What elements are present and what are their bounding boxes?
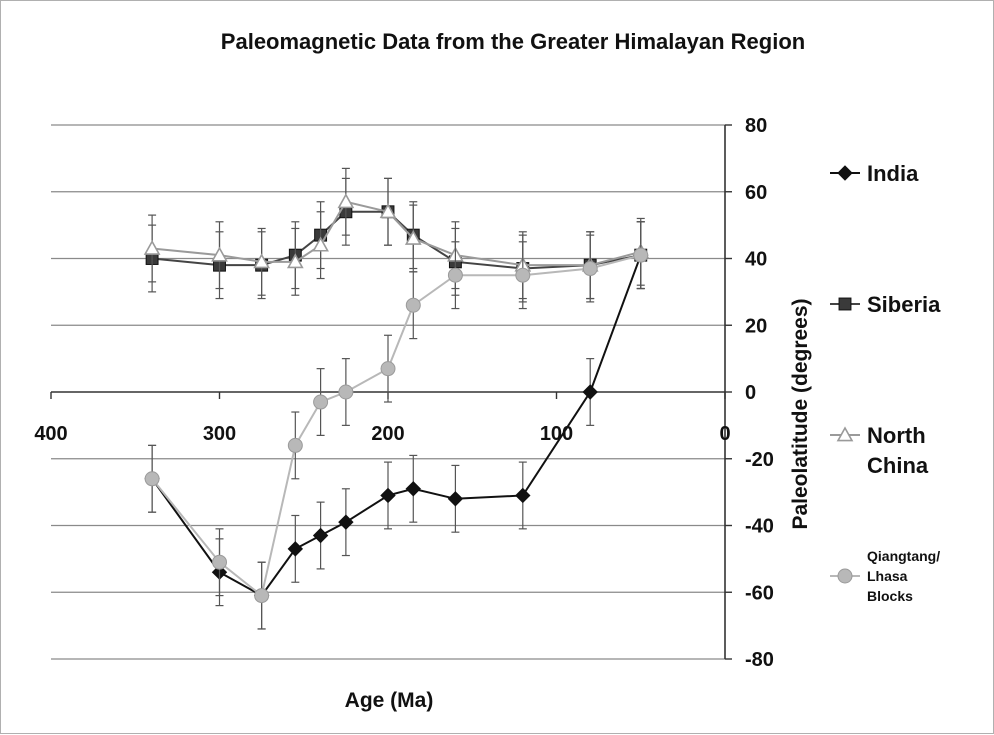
y-tick-label: 40 (745, 249, 767, 271)
legend-label: India (867, 161, 919, 186)
data-point (380, 487, 396, 504)
x-axis-label: Age (Ma) (345, 689, 434, 712)
y-tick-label: -20 (745, 449, 774, 471)
legend-entry: North China (830, 423, 929, 478)
data-point (582, 261, 598, 277)
data-point (515, 267, 531, 283)
data-point (515, 487, 531, 504)
series-line (152, 200, 642, 267)
legend-label: Qiangtang/ (867, 548, 940, 564)
legend-label: Siberia (867, 292, 941, 317)
data-point (338, 514, 354, 530)
x-tick-label: 300 (203, 423, 236, 445)
data-point (404, 229, 422, 245)
chart-title: Paleomagnetic Data from the Greater Hima… (221, 29, 805, 54)
data-point (312, 527, 329, 544)
data-point (313, 394, 329, 410)
series-qiangtang-lhasa-blocks (144, 221, 649, 630)
data-point (338, 384, 354, 400)
y-axis-label: Paleolatitude (degrees) (789, 298, 812, 529)
data-point (633, 247, 649, 263)
data-point (144, 471, 160, 487)
data-point (379, 203, 397, 219)
legend-marker (837, 165, 853, 181)
x-tick-label: 0 (719, 423, 730, 445)
data-point (143, 239, 161, 255)
x-tick-label: 200 (371, 423, 404, 445)
y-tick-label: 0 (745, 382, 756, 404)
legend-label: China (867, 453, 929, 478)
axes (50, 124, 732, 660)
legend-entry: Siberia (830, 292, 941, 317)
data-point (211, 246, 228, 262)
data-point (287, 437, 303, 453)
legend-label: North (867, 423, 926, 448)
legend-marker (836, 426, 854, 442)
legend: India Siberia North China Qiangtang/Lhasa Blo… (830, 161, 941, 604)
data-point (254, 588, 270, 604)
data-point (312, 236, 329, 252)
data-point (447, 267, 463, 283)
data-point (212, 554, 227, 570)
data-point (447, 491, 464, 507)
y-tick-label: -40 (745, 516, 774, 538)
y-tick-label: -80 (745, 649, 774, 671)
legend-label: Lhasa (867, 568, 908, 584)
data-point (582, 384, 598, 400)
x-tick-label: 400 (34, 423, 67, 445)
series-north-china (143, 167, 650, 300)
y-tick-label: -60 (745, 582, 774, 604)
data-point (405, 297, 421, 313)
data-point (337, 193, 355, 209)
legend-entry: India (830, 161, 919, 186)
y-tick-label: 20 (745, 315, 767, 337)
data-series (143, 167, 650, 630)
y-tick-label: 60 (745, 182, 767, 204)
data-point (405, 481, 421, 497)
y-tick-label: 80 (745, 115, 767, 137)
legend-marker (837, 568, 853, 584)
series-line (152, 210, 641, 270)
data-point (380, 361, 396, 377)
legend-entry: Qiangtang/Lhasa Blocks (830, 548, 940, 604)
legend-marker (838, 297, 852, 311)
x-tick-label: 100 (540, 423, 573, 445)
data-point (287, 541, 304, 557)
series-india (144, 221, 649, 630)
legend-label: Blocks (867, 588, 913, 604)
series-line (151, 254, 642, 598)
data-point (286, 253, 304, 269)
series-siberia (145, 177, 648, 303)
data-point (253, 253, 270, 269)
series-line (151, 254, 642, 597)
